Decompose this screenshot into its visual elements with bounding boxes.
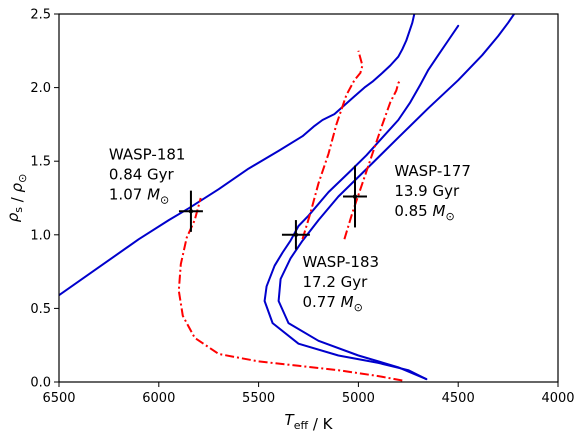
x-tick-label: 5000	[342, 391, 375, 406]
annotation-1: WASP-181 0.84 Gyr 1.07 M⊙	[109, 146, 186, 207]
plot-frame	[58, 13, 559, 383]
track-curve-3	[277, 14, 516, 381]
isochrone-curve-6	[343, 79, 402, 240]
y-tick-label: 1.0	[30, 228, 51, 243]
plot-area	[59, 14, 516, 382]
data-point-wasp-177	[343, 165, 367, 228]
x-tick-label: 5500	[242, 391, 275, 406]
isochrone-curve-5	[301, 50, 364, 240]
data-point-wasp-181	[178, 190, 203, 232]
annotation-3: WASP-177 13.9 Gyr 0.85 M⊙	[394, 162, 471, 223]
track-curve-2	[263, 24, 460, 381]
data-point-wasp-183	[281, 220, 310, 250]
x-tick-label: 4500	[442, 391, 475, 406]
x-axis-label: Teff / K	[285, 411, 334, 432]
y-tick-label: 2.5	[30, 8, 51, 23]
annotation-2: WASP-183 17.2 Gyr 0.77 M⊙	[303, 253, 380, 314]
isochrone-curve-4	[177, 197, 403, 382]
y-tick-label: 1.5	[30, 155, 51, 170]
y-tick-label: 0.0	[30, 376, 51, 391]
y-tick-label: 0.5	[30, 302, 51, 317]
y-tick-label: 2.0	[30, 81, 51, 96]
x-tick-label: 6000	[142, 391, 175, 406]
x-tick-label: 6500	[42, 391, 75, 406]
x-tick-label: 4000	[541, 391, 574, 406]
axes: WASP-181 0.84 Gyr 1.07 M⊙ WASP-183 17.2 Gyr 0…	[4, 8, 575, 432]
y-axis-label: ρs / ρ⊙	[4, 174, 29, 223]
